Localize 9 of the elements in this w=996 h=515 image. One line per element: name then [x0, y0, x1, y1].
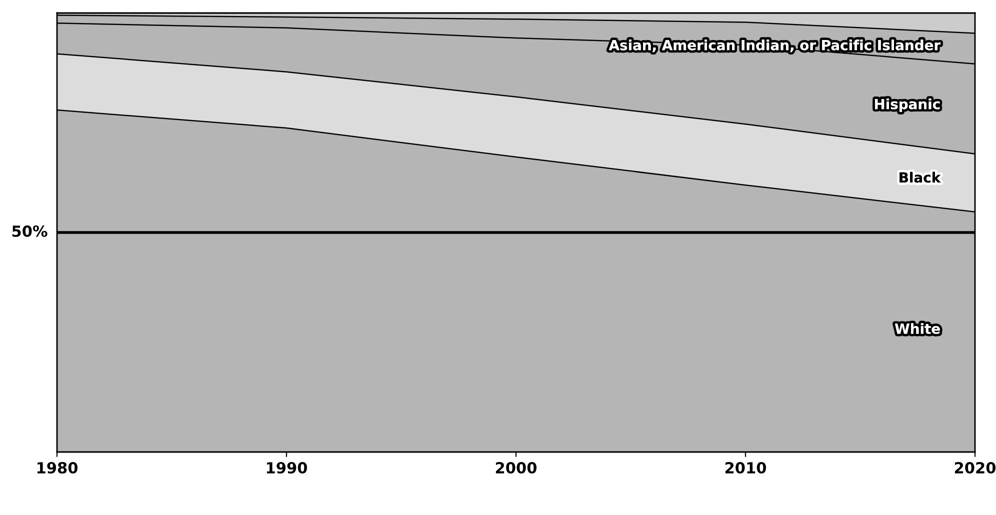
x-tick-label: 2000 [496, 462, 537, 474]
x-tick-label: 1990 [266, 462, 308, 474]
x-tick-label: 2020 [954, 462, 996, 474]
x-tick-label: 1980 [37, 462, 78, 474]
x-tick-label: 2010 [725, 462, 766, 474]
series-label: Hispanic [875, 98, 940, 112]
ref-line-label: 50% [12, 225, 48, 237]
series-label: White [894, 323, 940, 334]
series-label: Black [900, 172, 941, 183]
